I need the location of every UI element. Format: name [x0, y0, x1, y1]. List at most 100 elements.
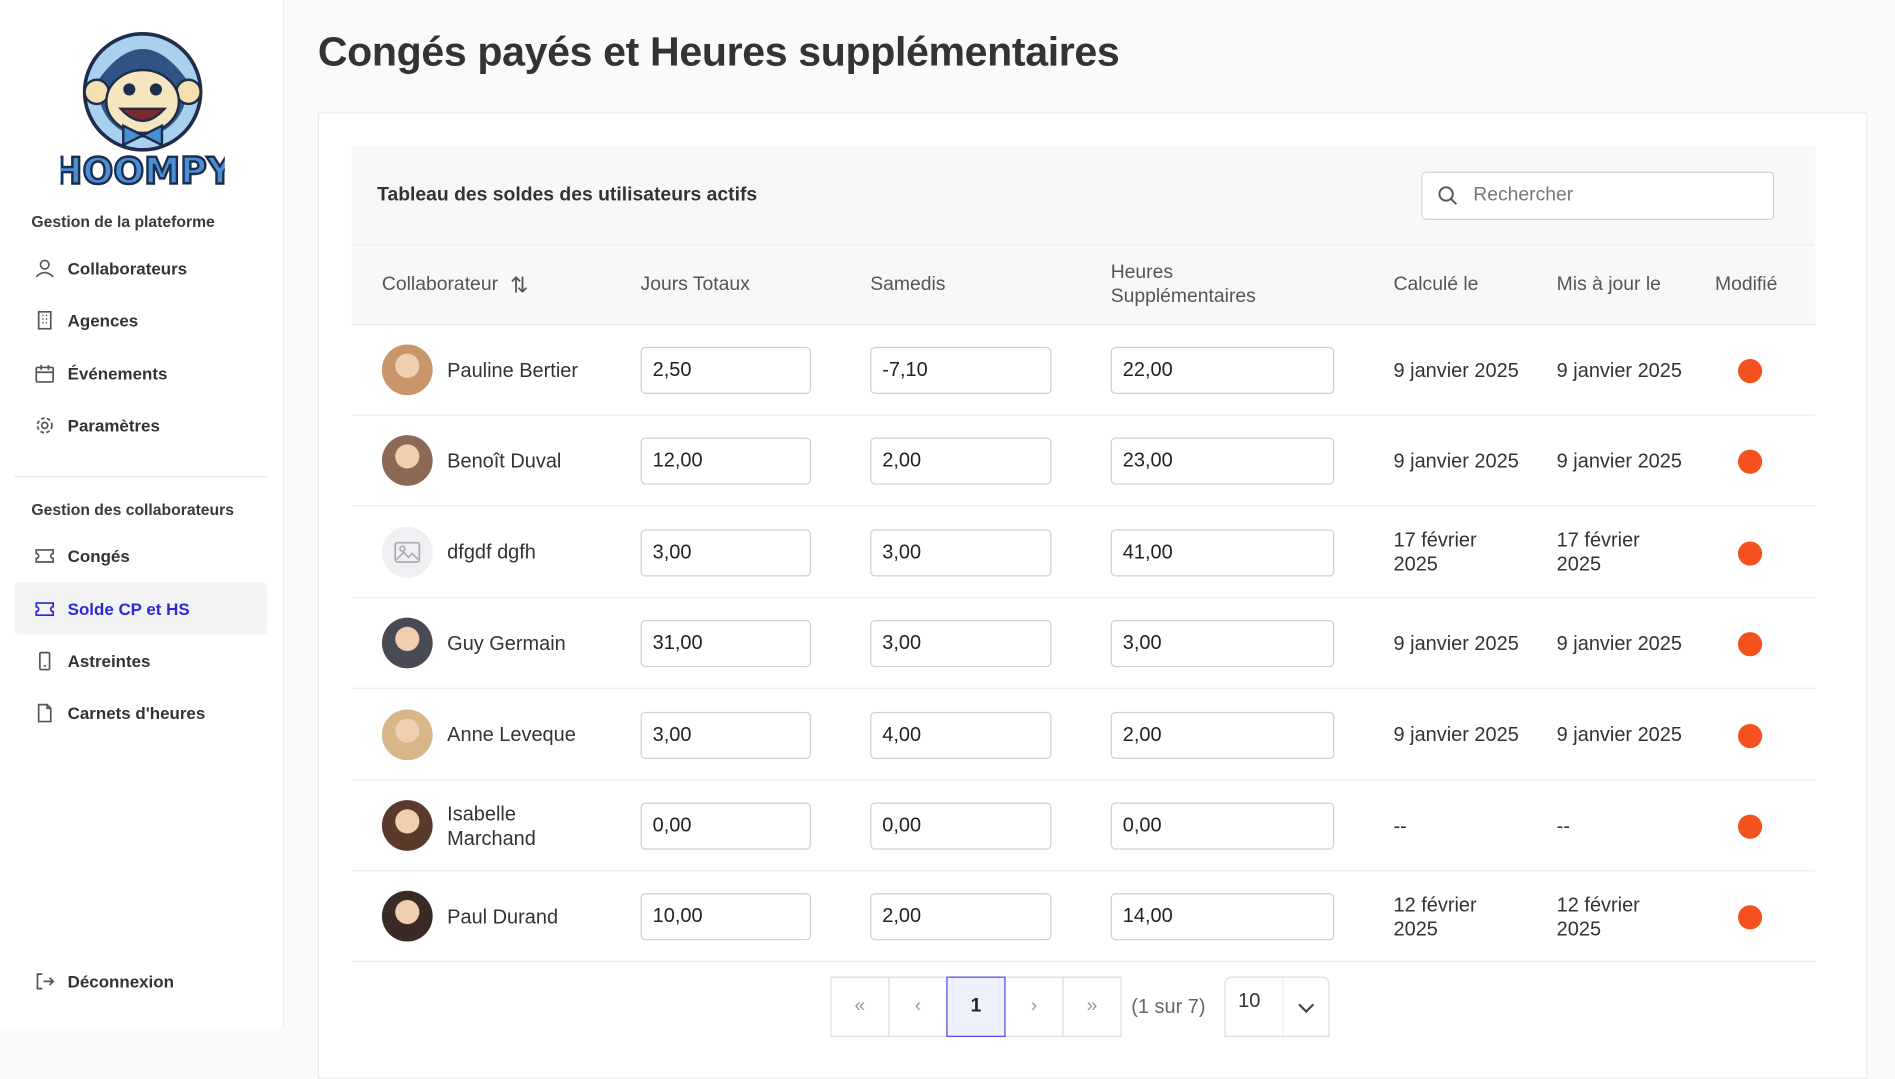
mis-a-jour-le: 9 janvier 2025: [1556, 450, 1682, 473]
pagination: « ‹ 1 › » (1 sur 7) 10: [830, 976, 1330, 1037]
table-row: Pauline Bertier 2,50 -7,10 22,00 9 janvier 2…: [351, 325, 1816, 416]
modified-indicator: [1737, 905, 1763, 930]
logout-label: Déconnexion: [67, 971, 174, 991]
heures-sup-input[interactable]: 41,00: [1110, 529, 1335, 577]
section-title-platform: Gestion de la plateforme: [31, 212, 215, 231]
samedis-input[interactable]: 0,00: [870, 802, 1052, 850]
page-size-value: 10: [1226, 977, 1284, 1036]
mis-a-jour-le: 9 janvier 2025: [1556, 632, 1682, 655]
column-header-calcule: Calculé le: [1393, 274, 1479, 295]
collaborator-name: Paul Durand: [447, 906, 559, 929]
jours-totaux-input[interactable]: 3,00: [640, 529, 811, 577]
jours-totaux-input[interactable]: 0,00: [640, 802, 811, 850]
column-label: Collaborateur: [381, 274, 499, 295]
samedis-input[interactable]: 3,00: [870, 620, 1052, 668]
avatar: [381, 708, 433, 760]
sidebar-item-conges[interactable]: Congés: [15, 529, 268, 581]
collaborator-name: Guy Germain: [447, 632, 566, 655]
ticket-icon: [35, 548, 55, 563]
jours-totaux-input[interactable]: 3,00: [640, 711, 811, 759]
modified-indicator: [1737, 450, 1763, 475]
avatar: [381, 800, 433, 851]
calcule-le: 9 janvier 2025: [1393, 724, 1519, 746]
sidebar-item-label: Paramètres: [67, 415, 160, 435]
samedis-input[interactable]: 2,00: [870, 437, 1052, 486]
section-title-collaborateurs: Gestion des collaborateurs: [31, 500, 234, 519]
search-box[interactable]: [1421, 171, 1775, 220]
balances-card: Tableau des soldes des utilisateurs acti…: [317, 112, 1868, 1079]
heures-sup-input[interactable]: 2,00: [1110, 711, 1335, 759]
sidebar-item-label: Carnets d'heures: [67, 702, 206, 723]
jours-totaux-input[interactable]: 12,00: [640, 437, 811, 486]
table-row: Anne Leveque 3,00 4,00 2,00 9 janvier 2025 9 …: [351, 690, 1816, 781]
modified-indicator: [1737, 358, 1763, 384]
samedis-input[interactable]: 3,00: [870, 529, 1052, 577]
mis-a-jour-le: --: [1556, 815, 1570, 837]
sidebar-item-evenements[interactable]: Événements: [15, 347, 268, 399]
sidebar-item-label: Collaborateurs: [67, 258, 188, 278]
avatar: [381, 435, 433, 487]
logout-icon: [36, 972, 55, 989]
sidebar-item-astreintes[interactable]: Astreintes: [15, 635, 268, 687]
calcule-le: --: [1393, 815, 1407, 837]
heures-sup-input[interactable]: 0,00: [1110, 802, 1335, 850]
sort-icon[interactable]: ⇅: [510, 273, 529, 298]
mis-a-jour-le: 9 janvier 2025: [1556, 359, 1682, 382]
hoompy-logo: HOOMPY: [60, 32, 225, 191]
heures-sup-input[interactable]: 23,00: [1110, 437, 1335, 486]
sidebar-item-carnets[interactable]: Carnets d'heures: [15, 686, 268, 738]
jours-totaux-input[interactable]: 31,00: [640, 620, 811, 668]
sidebar-item-collaborateurs[interactable]: Collaborateurs: [15, 242, 268, 294]
table-row: Benoît Duval 12,00 2,00 23,00 9 janvier 2025…: [351, 416, 1816, 507]
table-row: Guy Germain 31,00 3,00 3,00 9 janvier 2025 9 …: [351, 598, 1816, 690]
svg-text:HOOMPY: HOOMPY: [60, 150, 224, 191]
calcule-le: 9 janvier 2025: [1393, 359, 1519, 382]
sidebar-item-parametres[interactable]: Paramètres: [15, 399, 268, 451]
last-page-button[interactable]: »: [1062, 976, 1122, 1037]
collaborator-name: Anne Leveque: [447, 724, 576, 746]
modified-indicator: [1737, 541, 1763, 566]
avatar-placeholder: [381, 526, 433, 578]
sidebar-item-label: Astreintes: [67, 650, 151, 671]
table-title: Tableau des soldes des utilisateurs acti…: [377, 184, 758, 206]
mis-a-jour-le: 12 février 2025: [1556, 894, 1640, 941]
jours-totaux-input[interactable]: 10,00: [640, 893, 811, 941]
chevron-down-icon: [1298, 1003, 1315, 1014]
sidebar-item-label: Événements: [67, 363, 168, 383]
samedis-input[interactable]: 2,00: [870, 893, 1052, 941]
page-info: (1 sur 7): [1131, 995, 1206, 1018]
first-page-button[interactable]: «: [830, 976, 890, 1037]
sidebar-item-agences[interactable]: Agences: [15, 294, 268, 346]
image-icon: [394, 541, 421, 563]
sidebar: HOOMPY Gestion de la plateforme Collabor…: [0, 0, 285, 1029]
sidebar-divider: [14, 476, 268, 478]
column-header-collaborateur[interactable]: Collaborateur ⇅: [382, 245, 528, 325]
search-input[interactable]: [1473, 184, 1764, 207]
column-header-samedis: Samedis: [870, 274, 946, 295]
heures-sup-input[interactable]: 3,00: [1110, 620, 1335, 668]
modified-indicator: [1737, 723, 1763, 748]
jours-totaux-input[interactable]: 2,50: [640, 346, 811, 395]
mis-a-jour-le: 9 janvier 2025: [1556, 724, 1682, 746]
building-icon: [37, 310, 52, 329]
sidebar-item-label: Congés: [67, 545, 130, 566]
samedis-input[interactable]: 4,00: [870, 711, 1052, 759]
sidebar-item-solde-cp-hs[interactable]: Solde CP et HS: [14, 582, 268, 635]
modified-indicator: [1737, 632, 1763, 657]
column-header-mis-a-jour: Mis à jour le: [1556, 274, 1661, 295]
heures-sup-input[interactable]: 22,00: [1110, 346, 1335, 395]
page-1-button[interactable]: 1: [946, 976, 1006, 1037]
heures-sup-input[interactable]: 14,00: [1110, 893, 1335, 941]
calcule-le: 17 février 2025: [1393, 529, 1477, 576]
samedis-input[interactable]: -7,10: [870, 346, 1052, 395]
avatar: [381, 617, 433, 669]
table-row: dfgdf dgfh 3,00 3,00 41,00 17 février 2025 17…: [351, 507, 1816, 599]
phone-icon: [39, 651, 51, 670]
table-row: Isabelle Marchand 0,00 0,00 0,00 -- --: [351, 781, 1816, 872]
logout-button[interactable]: Déconnexion: [15, 955, 268, 1007]
column-header-modifie: Modifié: [1715, 274, 1778, 295]
avatar: [381, 891, 433, 942]
avatar: [381, 344, 433, 396]
mis-a-jour-le: 17 février 2025: [1556, 529, 1640, 576]
sidebar-item-label: Agences: [67, 310, 139, 330]
